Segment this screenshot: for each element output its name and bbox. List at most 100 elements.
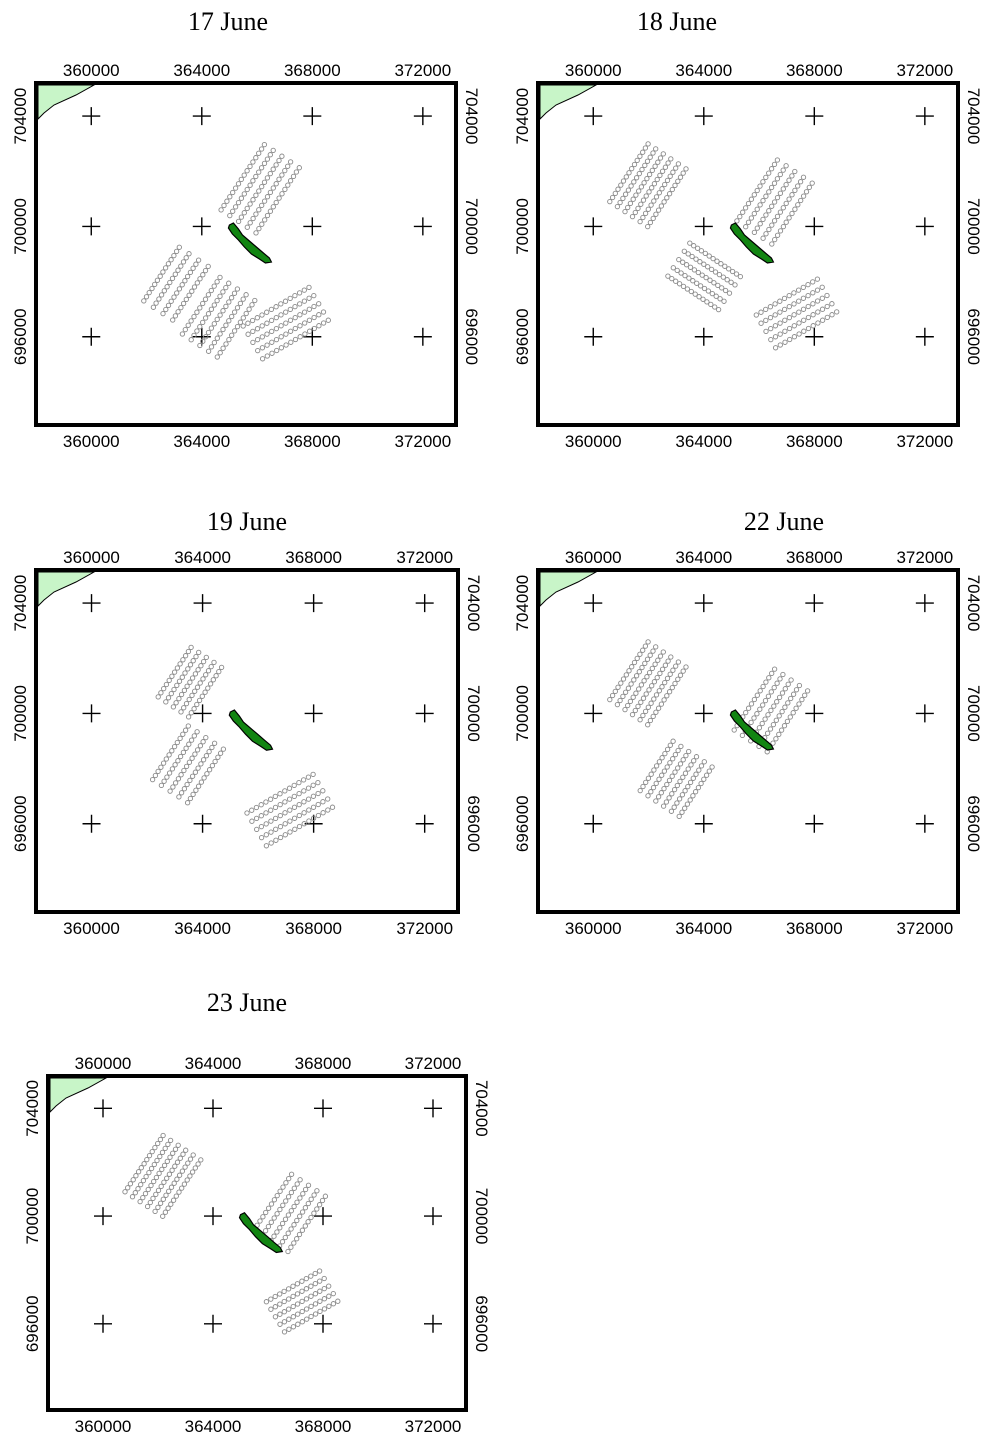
easting-tick-label-bottom: 372000: [394, 432, 451, 451]
survey-point: [819, 284, 825, 290]
survey-point: [652, 163, 658, 169]
survey-point: [254, 336, 261, 343]
grid-cross: [915, 327, 934, 346]
survey-point: [810, 290, 816, 296]
survey-point: [665, 658, 671, 664]
survey-point: [253, 815, 260, 822]
survey-point: [320, 309, 327, 315]
survey-point: [279, 191, 285, 197]
survey-point: [158, 764, 164, 770]
survey-point: [301, 821, 307, 827]
survey-point: [706, 253, 712, 259]
survey-point: [648, 700, 654, 706]
survey-point: [644, 656, 651, 662]
survey-point: [786, 303, 792, 310]
survey-point: [643, 691, 649, 697]
survey-point: [772, 236, 778, 243]
northing-tick-label-left: 700000: [513, 198, 532, 255]
survey-point: [217, 274, 223, 281]
survey-point: [203, 734, 209, 741]
survey-point: [656, 190, 662, 196]
survey-point: [132, 1190, 138, 1196]
survey-point: [188, 737, 195, 743]
survey-point: [635, 703, 641, 710]
survey-point: [667, 173, 673, 179]
easting-tick-label-top: 368000: [284, 61, 341, 80]
survey-point: [258, 834, 265, 841]
survey-point: [625, 702, 631, 709]
survey-point: [305, 1200, 311, 1207]
survey-point: [290, 173, 297, 180]
survey-point: [187, 795, 194, 802]
survey-point: [164, 1158, 170, 1165]
grid-cross: [82, 327, 101, 346]
grid-cross: [192, 107, 211, 126]
northing-tick-label-right: 696000: [964, 795, 983, 852]
survey-point: [149, 1148, 155, 1155]
survey-point: [642, 145, 649, 151]
survey-point: [205, 292, 212, 298]
survey-point: [172, 762, 178, 768]
survey-point: [206, 767, 213, 773]
survey-point: [764, 730, 771, 736]
survey-point: [771, 218, 778, 224]
survey-point: [157, 1153, 163, 1160]
northing-tick-label-left: 700000: [513, 685, 532, 742]
survey-point: [777, 228, 784, 234]
survey-point: [220, 289, 226, 295]
survey-point: [261, 160, 268, 167]
survey-point: [719, 285, 725, 291]
survey-point: [633, 673, 640, 679]
survey-point: [315, 790, 321, 797]
survey-point: [274, 1211, 280, 1217]
survey-point: [786, 292, 792, 299]
survey-point: [311, 325, 317, 332]
grid-cross: [584, 107, 603, 126]
survey-point: [760, 216, 766, 223]
survey-point: [696, 767, 702, 773]
survey-point: [164, 1175, 170, 1181]
survey-point: [168, 1201, 174, 1207]
survey-point: [308, 1313, 314, 1320]
survey-point: [815, 309, 821, 315]
survey-point: [264, 309, 270, 315]
survey-point: [285, 1248, 291, 1255]
survey-point: [183, 745, 189, 751]
survey-point: [162, 1145, 168, 1152]
survey-point: [141, 1161, 147, 1167]
survey-point: [768, 689, 774, 695]
map-frame: [46, 1074, 468, 1412]
survey-point: [270, 147, 276, 154]
survey-point: [693, 754, 700, 760]
survey-point: [693, 256, 699, 262]
survey-point: [174, 1176, 180, 1182]
survey-point: [763, 212, 769, 218]
survey-point: [703, 274, 709, 281]
survey-point: [229, 313, 235, 320]
survey-point: [795, 202, 801, 208]
survey-point: [264, 156, 271, 162]
survey-point: [129, 1194, 136, 1200]
survey-point: [176, 1189, 182, 1195]
survey-point: [170, 704, 177, 710]
survey-point: [655, 794, 662, 800]
survey-point: [796, 320, 802, 326]
survey-point: [296, 779, 302, 786]
survey-point: [167, 279, 173, 286]
survey-point: [292, 303, 298, 310]
survey-point: [743, 709, 749, 716]
survey-point: [163, 1192, 169, 1198]
survey-point: [180, 300, 187, 307]
survey-point: [777, 320, 783, 326]
survey-point: [618, 182, 624, 188]
grid-cross: [805, 327, 824, 346]
survey-point: [208, 663, 214, 670]
survey-point: [669, 684, 675, 691]
survey-point: [308, 1273, 314, 1279]
grid-cross: [584, 594, 603, 613]
survey-point: [260, 1214, 266, 1220]
survey-point: [253, 804, 260, 811]
survey-point: [690, 775, 696, 781]
survey-point: [637, 153, 643, 159]
survey-point: [641, 180, 647, 186]
